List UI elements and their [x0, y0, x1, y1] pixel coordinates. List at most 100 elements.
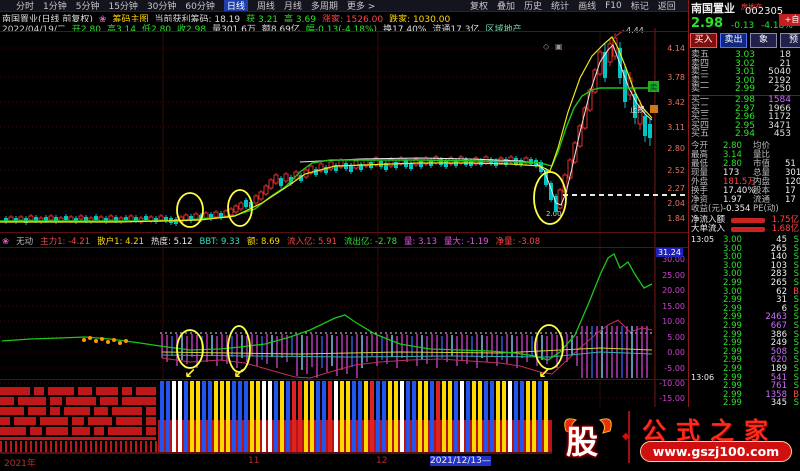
ask-row[interactable]: 卖一 2.99 250 [691, 84, 791, 95]
info-seg: 额: 8.69 [246, 237, 280, 246]
toolbar-历史[interactable]: 历史 [524, 2, 543, 12]
time-axis-label: 11 [248, 456, 260, 466]
ask-row[interactable]: 卖二 3.00 2192 [691, 75, 791, 86]
axis-tick: 10.00 [662, 317, 685, 326]
axis-tick: -15.00 [659, 394, 685, 403]
tab-月线[interactable]: 月线 [283, 2, 302, 12]
tab-1分钟[interactable]: 1分钟 [43, 2, 67, 12]
tick-row: 2.99 508 S [723, 346, 799, 357]
trade-button-卖出[interactable]: 卖出 [720, 33, 747, 48]
tick-row: 3.00 140 S [723, 252, 799, 263]
bid-row[interactable]: 买二 2.97 1966 [691, 103, 791, 114]
axis-tick: 25.00 [662, 271, 685, 280]
svg-text:◇: ◇ [543, 42, 550, 51]
toolbar-F10[interactable]: F10 [605, 0, 622, 11]
ask-row[interactable]: 卖三 3.01 5040 [691, 67, 791, 78]
quote-grid-row: 净资 1.97 流通 17 [691, 195, 796, 205]
tick-row: 3.00 62 B [723, 286, 799, 297]
axis-tick: 0.00 [667, 348, 685, 357]
tab-15分钟[interactable]: 15分钟 [108, 2, 138, 12]
trade-button-买入[interactable]: 买入 [690, 33, 717, 48]
flow-row: 净流入额 1.75亿 [691, 215, 799, 225]
info-seg: 高 3.69 [284, 15, 316, 22]
info-seg: 净量: -3.08 [495, 237, 541, 246]
tick-row: 2.99 345 S [723, 398, 799, 409]
info-seg: 流出亿: -2.78 [343, 237, 397, 246]
watermark-bull-icon [560, 411, 616, 463]
tab-多周期[interactable]: 多周期 [310, 2, 338, 12]
stock-title: 南国置业 房地产 002305 [691, 2, 784, 18]
toolbar-返回[interactable]: 返回 [657, 2, 676, 12]
trade-button-预[interactable]: 预 [780, 33, 800, 48]
tab-60分钟[interactable]: 60分钟 [185, 2, 215, 12]
add-favorite-button[interactable]: +自选 [779, 14, 800, 26]
info-seg: 低2.80 [142, 25, 172, 32]
axis-tick: -5.00 [664, 364, 685, 373]
tab-分时[interactable]: 分时 [16, 2, 35, 12]
tab-更多 >[interactable]: 更多 > [346, 2, 376, 12]
bid-row[interactable]: 买四 2.95 3471 [691, 120, 791, 131]
tab-5分钟[interactable]: 5分钟 [75, 2, 100, 12]
quote-grid-row: 外盘 181.5万 内盘 120 [691, 177, 800, 187]
svg-text:▣: ▣ [555, 42, 563, 51]
toolbar-标记[interactable]: 标记 [630, 2, 649, 12]
divider [0, 379, 688, 380]
time-axis-label: 2021/12/13— [430, 456, 491, 466]
tick-row: 13:06 2.99 541 S [691, 372, 799, 383]
tab-日线[interactable]: 日线 [223, 0, 248, 12]
info-seg: 开2.80 [71, 25, 101, 32]
info-seg: 散户1: 4.21 [97, 237, 145, 246]
svg-text:止损: 止损 [630, 104, 645, 114]
toolbar-复权[interactable]: 复权 [470, 2, 489, 12]
svg-text:卖: 卖 [650, 83, 658, 92]
info-seg: 热度: 5.12 [151, 237, 193, 246]
svg-text:↙: ↙ [184, 366, 196, 382]
indicator-header: ❀ 无动 主力1: -4.21 散户1: 4.21 热度: 5.12 BBT: 9.33 额… [2, 235, 652, 246]
watermark: 股 ◆ 公式之家 www.gszj100.com [552, 407, 800, 467]
bid-row[interactable]: 买一 2.98 1584 [691, 95, 791, 105]
axis-tick: 20.00 [662, 286, 685, 295]
tab-周线[interactable]: 周线 [256, 2, 275, 12]
toolbar-画线[interactable]: 画线 [578, 2, 597, 12]
info-seg: 量301.6万 [212, 25, 256, 32]
axis-tick: 2.80 [667, 144, 685, 153]
ask-row[interactable]: 卖五 3.03 18 [691, 50, 791, 60]
bid-row[interactable]: 买五 2.94 453 [691, 129, 791, 140]
tick-row: 2.99 6 S [723, 303, 799, 314]
divider [0, 232, 688, 233]
info-seg: 涨家: 1526.00 [321, 15, 384, 22]
divider [0, 247, 688, 248]
indicator-value-badge: 31.24 [656, 248, 683, 257]
info-seg: 主力1: -4.21 [40, 237, 91, 246]
info-seg: 幅-0.13(-4.18%) [305, 25, 378, 32]
trade-button-象[interactable]: 象 [750, 33, 777, 48]
quote-grid-row: 现量 173 总量 301 [691, 168, 800, 178]
axis-tick: 1.84 [667, 214, 685, 223]
bid-row[interactable]: 买三 2.96 1172 [691, 112, 791, 123]
tick-row: 3.00 283 S [723, 269, 799, 280]
tick-row: 3.00 265 S [723, 243, 799, 254]
price-row: 2.98 -0.13 -4.18% [691, 16, 793, 31]
axis-tick: 3.11 [667, 123, 685, 132]
info-seg: BBT: 9.33 [199, 237, 240, 246]
tick-row: 2.99 2463 S [723, 312, 799, 323]
tab-30分钟[interactable]: 30分钟 [146, 2, 177, 12]
axis-tick: 2.04 [667, 199, 685, 208]
info-seg: ❀ [2, 237, 10, 246]
quote-grid-row: 换手 17.40% 股本 17 [691, 186, 796, 196]
toolbar-叠加[interactable]: 叠加 [497, 2, 516, 12]
info-seg: 额8.69亿 [261, 25, 300, 32]
tick-row: 3.00 103 S [723, 260, 799, 271]
quote-grid-row: 收益(元) -0.354 PE(动) [691, 204, 779, 214]
info-seg: 高3.14 [106, 25, 136, 32]
axis-tick: 3.42 [667, 98, 685, 107]
toolbar-统计[interactable]: 统计 [551, 2, 570, 12]
watermark-logo-glyph: 股 [566, 423, 599, 461]
tick-row: 2.99 249 S [723, 338, 799, 349]
tick-row: 2.99 386 S [723, 329, 799, 340]
info-seg: 跌家: 1030.00 [389, 15, 451, 22]
ask-row[interactable]: 卖四 3.02 21 [691, 58, 791, 69]
tick-row: 2.99 31 S [723, 295, 799, 306]
tick-row: 2.99 667 S [723, 321, 799, 331]
